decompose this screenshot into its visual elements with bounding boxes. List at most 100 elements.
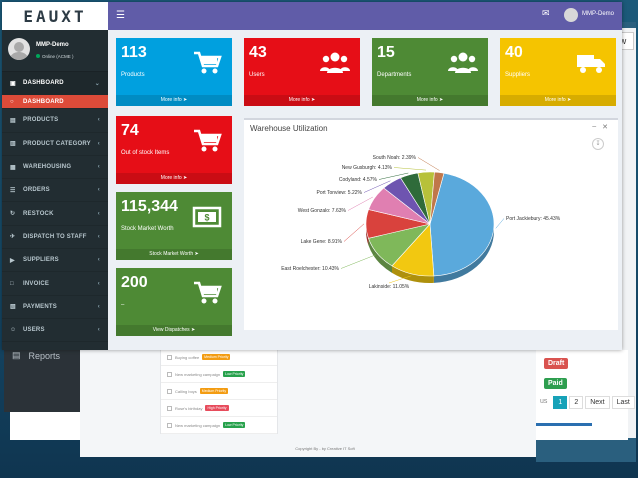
sidebar-item-payments[interactable]: ▧ PAYMENTS ‹ — [2, 296, 108, 319]
truck-icon: ▶ — [10, 257, 15, 264]
todo-checkbox[interactable] — [167, 371, 172, 377]
dashboard-icon: ▣ — [10, 80, 16, 87]
more-info-link[interactable]: More info ➤ — [372, 95, 488, 106]
more-info-label: More info — [160, 97, 182, 103]
pager-next[interactable]: Next — [585, 396, 610, 409]
todo-checkbox[interactable] — [167, 354, 172, 360]
dispatch-icon: ✈ — [10, 234, 16, 241]
todo-item[interactable]: New marketing campaign Low Priority — [161, 417, 277, 434]
more-info-link[interactable]: View Dispatches ➤ — [116, 325, 232, 336]
pie-slice-side — [368, 238, 393, 273]
pie-slice-side — [433, 224, 494, 283]
sidebar-item-suppliers[interactable]: ▶ SUPPLIERS ‹ — [2, 249, 108, 273]
chevron-down-icon: ⌄ — [94, 80, 100, 87]
sidebar-item-products[interactable]: ▤ PRODUCTS ‹ — [2, 109, 108, 133]
info-box-value: 113 — [121, 44, 147, 61]
cart-icon — [192, 128, 222, 154]
cart-icon: ▤ — [10, 117, 16, 124]
sidebar-item-users[interactable]: ☺ USERS ‹ — [2, 319, 108, 343]
mail-icon[interactable]: ✉ — [542, 8, 550, 18]
payments-icon: ▧ — [10, 304, 16, 311]
user-status: Online (ACME ) — [36, 54, 74, 59]
pagination: us 1 2 Next Last — [536, 396, 635, 409]
info-box-label: – — [121, 302, 125, 308]
sidebar-item-warehousing[interactable]: ▦ WAREHOUSING ‹ — [2, 156, 108, 180]
menu-toggle-icon[interactable]: ☰ — [116, 10, 125, 21]
pie-data-label: East Roelchester: 10.43% — [281, 266, 339, 272]
users-icon: ☺ — [10, 327, 17, 334]
cart-icon — [192, 50, 222, 76]
todo-checkbox[interactable] — [167, 405, 172, 411]
background-content — [80, 345, 536, 457]
close-icon[interactable]: ✕ — [602, 124, 608, 131]
todo-checkbox[interactable] — [167, 422, 172, 428]
priority-badge: Medium Priority — [199, 388, 229, 394]
more-info-label: More info — [160, 175, 182, 181]
circle-icon: ○ — [10, 98, 14, 105]
sidebar-user-name: MMP-Demo — [36, 42, 69, 48]
pager-page-2[interactable]: 2 — [569, 396, 584, 409]
chevron-left-icon: ‹ — [97, 164, 100, 171]
chevron-left-icon: ‹ — [97, 187, 100, 194]
sidebar-item-label: SUPPLIERS — [23, 257, 59, 264]
pie-data-label: South Noah: 2.39% — [373, 155, 417, 161]
sidebar-item-label: PRODUCT CATEGORY — [23, 140, 91, 147]
users-icon — [448, 50, 478, 76]
sidebar-item-dispatch-to-staff[interactable]: ✈ DISPATCH TO STAFF ‹ — [2, 226, 108, 250]
info-box-label: Users — [249, 72, 265, 78]
sidebar-item-invoice[interactable]: □ INVOICE ‹ — [2, 272, 108, 296]
info-box-4: 74 Out of stock Items More info ➤ — [116, 116, 232, 184]
info-box-0: 113 Products More info ➤ — [116, 38, 232, 106]
sidebar-item-dashboard-active[interactable]: ○ DASHBOARD — [2, 95, 108, 110]
more-info-link[interactable]: More info ➤ — [116, 173, 232, 184]
info-box-1: 43 Users More info ➤ — [244, 38, 360, 106]
cart-icon — [192, 280, 222, 306]
todo-item[interactable]: Calling boys Medium Priority — [161, 383, 277, 400]
collapse-icon[interactable]: – — [592, 123, 597, 130]
more-info-link[interactable]: More info ➤ — [244, 95, 360, 106]
panel-tools: – ✕ — [592, 123, 608, 131]
warehouse-icon: ▦ — [10, 164, 16, 171]
chevron-left-icon: ‹ — [97, 303, 100, 310]
pie-slice-port-jackiebury[interactable] — [429, 172, 495, 277]
info-box-2: 15 Departments More info ➤ — [372, 38, 488, 106]
priority-badge: Low Priority — [223, 371, 246, 377]
todo-item[interactable]: New marketing campaign Low Priority — [161, 366, 277, 383]
more-info-label: More info — [288, 97, 310, 103]
info-box-value: 43 — [249, 44, 267, 61]
sidebar-item-label: WAREHOUSING — [23, 164, 72, 171]
chevron-left-icon: ‹ — [97, 257, 100, 264]
pie-slice-south-noah[interactable] — [429, 171, 445, 225]
download-icon[interactable]: ↧ — [592, 138, 604, 150]
pager-last[interactable]: Last — [611, 396, 635, 409]
sidebar-item-label: DISPATCH TO STAFF — [23, 233, 87, 240]
todo-item[interactable]: Rose's birthday High Priority — [161, 400, 277, 417]
pie-label-connector — [495, 218, 505, 229]
more-info-link[interactable]: More info ➤ — [500, 95, 616, 106]
sidebar-item-restock[interactable]: ↻ RESTOCK ‹ — [2, 202, 108, 226]
info-box-label: Out of stock Items — [121, 150, 170, 156]
top-user-name[interactable]: MMP-Demo — [582, 11, 615, 17]
chevron-left-icon: ‹ — [97, 117, 100, 124]
info-box-6: 200 – View Dispatches ➤ — [116, 268, 232, 336]
more-info-label: More info — [544, 97, 566, 103]
todo-item[interactable]: Buying coffee Medium Priority — [161, 349, 277, 366]
info-box-label: Suppliers — [505, 72, 531, 78]
chart-icon: ▤ — [12, 350, 21, 360]
sidebar-item-product-category[interactable]: ▥ PRODUCT CATEGORY ‹ — [2, 133, 108, 156]
priority-badge: High Priority — [205, 405, 229, 411]
background-reports-item[interactable]: ▤ Reports — [12, 350, 60, 361]
more-info-link[interactable]: Stock Market Worth ➤ — [116, 249, 232, 260]
user-avatar-small[interactable] — [564, 8, 578, 22]
brand-logo[interactable]: EAUXT — [2, 2, 108, 30]
todo-text: Calling boys — [175, 388, 197, 394]
pager-prev[interactable]: us — [540, 398, 548, 405]
more-info-link[interactable]: More info ➤ — [116, 95, 232, 106]
sidebar-item-orders[interactable]: ☰ ORDERS ‹ — [2, 179, 108, 203]
sidebar-item-dashboard[interactable]: ▣ DASHBOARD ⌄ — [2, 72, 108, 96]
pie-label-connector — [393, 167, 427, 171]
pager-page-1[interactable]: 1 — [553, 396, 568, 409]
orders-icon: ☰ — [10, 187, 16, 194]
todo-checkbox[interactable] — [167, 388, 172, 394]
truck-icon — [576, 50, 606, 76]
